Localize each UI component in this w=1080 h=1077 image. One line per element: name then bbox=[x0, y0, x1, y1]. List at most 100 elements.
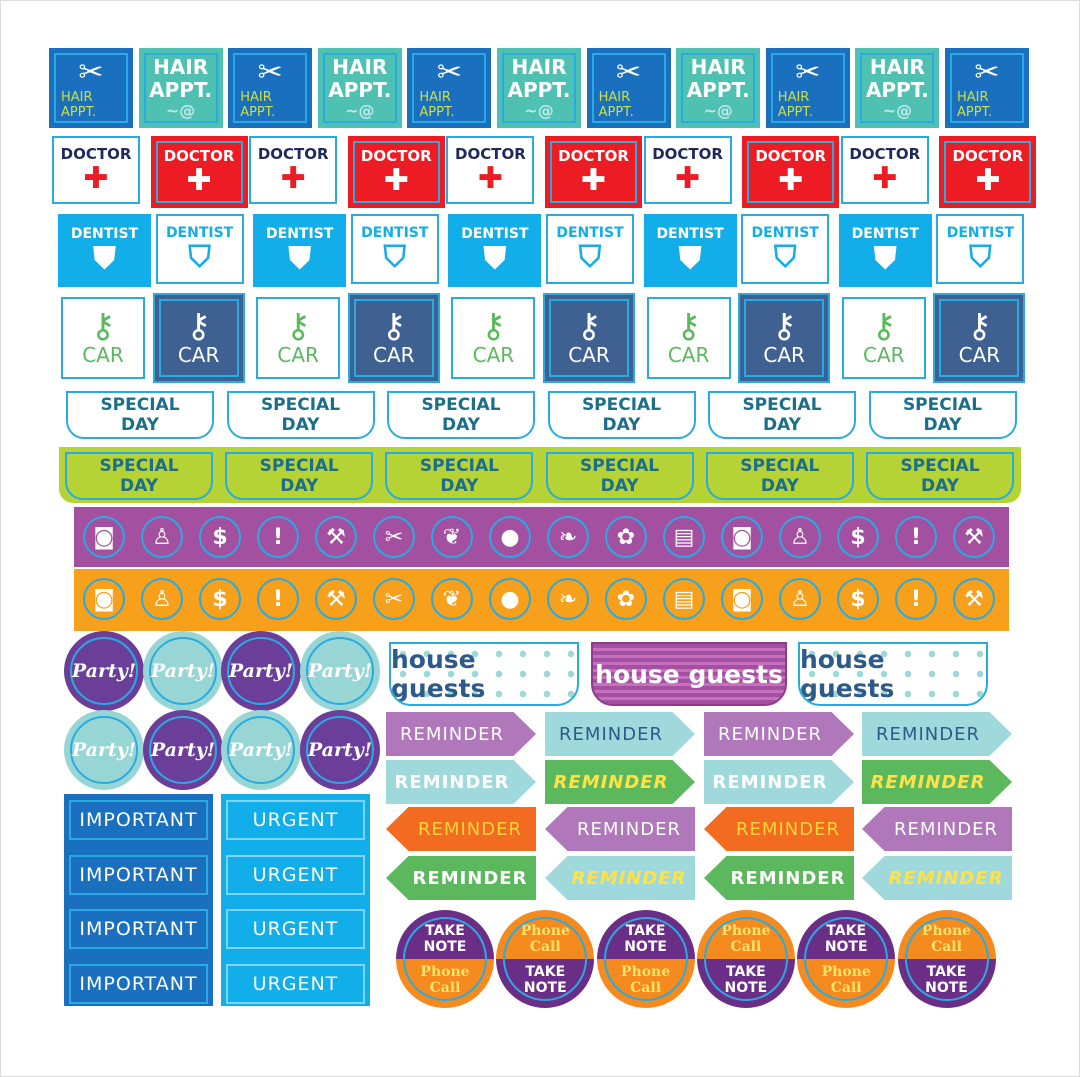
medical-cross-icon: ✚ bbox=[778, 163, 804, 199]
medical-cross-icon: ✚ bbox=[186, 163, 212, 199]
reminder-sticker: REMINDER bbox=[545, 807, 695, 851]
sticker-label: Party! bbox=[150, 739, 216, 761]
sticker-label: DOCTOR bbox=[163, 147, 235, 166]
money-icon: $ bbox=[850, 524, 866, 550]
special-day-sticker: SPECIAL DAY bbox=[65, 452, 213, 500]
sticker-border bbox=[503, 917, 588, 1001]
sticker-label: DAY bbox=[602, 415, 641, 435]
key-icon: ⚷ bbox=[381, 305, 407, 346]
icon-sticker: ♙ bbox=[141, 578, 183, 620]
sticker-label: Party! bbox=[228, 660, 294, 682]
sticker-label: HAIR bbox=[240, 90, 272, 105]
sticker-label: APPT. bbox=[598, 105, 634, 120]
take-note-phone-call-sticker: Phone Call TAKE NOTE bbox=[897, 910, 996, 1008]
sticker-label: APPT. bbox=[240, 105, 276, 120]
dentist-sticker: DENTIST ⛉ bbox=[546, 214, 634, 284]
hair-appt-sticker: HAIR APPT. ~@ bbox=[138, 48, 223, 128]
sticker-label: DOCTOR bbox=[455, 145, 526, 164]
special-day-text: SPECIAL DAY bbox=[261, 395, 340, 435]
money-icon: $ bbox=[212, 586, 228, 612]
special-day-text: SPECIAL DAY bbox=[900, 456, 979, 496]
sticker-label: IMPORTANT bbox=[79, 918, 198, 940]
special-day-sticker: SPECIAL DAY bbox=[547, 391, 696, 439]
sticker-label: APPT. bbox=[328, 78, 392, 102]
paw-icon: ❦ bbox=[442, 524, 462, 550]
hair-appt-sticker: ✂ HAIR APPT. bbox=[407, 48, 492, 128]
special-day-sticker: SPECIAL DAY bbox=[705, 452, 854, 500]
icon-sticker: $ bbox=[837, 578, 879, 620]
sticker-label: IMPORTANT bbox=[79, 972, 198, 995]
sticker-label: DOCTOR bbox=[849, 145, 921, 164]
sticker-label: IMPORTANT bbox=[79, 809, 198, 831]
sticker-label: DAY bbox=[921, 476, 959, 496]
exclamation-icon: ! bbox=[272, 524, 284, 550]
sticker-label: HAIR bbox=[690, 55, 746, 79]
sticker-label: DAY bbox=[440, 476, 479, 496]
meditation-icon: ♙ bbox=[152, 586, 172, 612]
sticker-label: Party! bbox=[307, 739, 373, 761]
sticker-label: DAY bbox=[923, 415, 962, 435]
reminder-sticker: REMINDER bbox=[862, 807, 1012, 851]
icon-sticker: ◙ bbox=[83, 516, 125, 558]
icon-sticker: ✂ bbox=[373, 516, 415, 558]
car-sticker: ⚷ CAR bbox=[543, 293, 635, 383]
icon-sticker: ❦ bbox=[431, 516, 473, 558]
icon-sticker: ! bbox=[257, 516, 299, 558]
sticker-label: DAY bbox=[121, 415, 159, 435]
sticker-label: CAR bbox=[958, 343, 1001, 368]
sticker-label: SPECIAL bbox=[260, 395, 341, 415]
sticker-label: CAR bbox=[568, 343, 610, 368]
meditation-icon: ♙ bbox=[152, 524, 172, 550]
sticker-label: SPECIAL bbox=[580, 456, 660, 476]
medical-cross-icon: ✚ bbox=[383, 163, 409, 199]
hair-appt-sticker: ✂ HAIR APPT. bbox=[586, 48, 671, 128]
sticker-label: DENTIST bbox=[70, 226, 139, 243]
sticker-label: DOCTOR bbox=[60, 145, 132, 164]
tooth-icon: ⛊ bbox=[93, 241, 116, 277]
sticker-label: CAR bbox=[472, 343, 515, 368]
sticker-label: house guests bbox=[800, 645, 895, 703]
sticker-label: REMINDER bbox=[870, 771, 986, 793]
sticker-label: SPECIAL bbox=[259, 456, 339, 476]
party-sticker: Party! bbox=[64, 710, 144, 790]
swirl-icon: ~@ bbox=[703, 101, 733, 120]
sticker-label: HAIR bbox=[777, 90, 810, 105]
key-icon: ⚷ bbox=[576, 305, 602, 346]
car-sticker: ⚷ CAR bbox=[451, 297, 536, 379]
sticker-label: REMINDER bbox=[418, 818, 522, 840]
sticker-label: HAIR bbox=[598, 90, 631, 105]
comb-scissors-icon: ✂ bbox=[384, 586, 404, 612]
sticker-label: DAY bbox=[600, 476, 639, 496]
sticker-border bbox=[403, 917, 487, 1001]
dentist-sticker: DENTIST ⛉ bbox=[741, 214, 830, 284]
medical-cross-icon: ✚ bbox=[675, 161, 701, 197]
car-sticker: ⚷ CAR bbox=[738, 293, 831, 383]
party-sticker: Party! bbox=[300, 710, 380, 790]
sticker-border bbox=[149, 637, 217, 705]
money-icon: $ bbox=[212, 524, 228, 550]
special-day-text: SPECIAL DAY bbox=[903, 395, 982, 435]
speech-bubble-icon: ● bbox=[500, 524, 520, 550]
flower-icon: ✿ bbox=[616, 524, 636, 550]
dentist-sticker: DENTIST ⛊ bbox=[643, 214, 737, 287]
icon-sticker: ◙ bbox=[721, 516, 763, 558]
sticker-label: CAR bbox=[177, 343, 220, 368]
sticker-label: DAY bbox=[280, 476, 319, 496]
icon-sticker: ✂ bbox=[373, 578, 415, 620]
book-icon: ▤ bbox=[673, 586, 695, 612]
special-day-sticker: SPECIAL DAY bbox=[385, 452, 534, 500]
special-day-sticker: SPECIAL DAY bbox=[226, 391, 375, 439]
doctor-sticker: DOCTOR ✚ bbox=[347, 136, 445, 208]
sticker-label: APPT. bbox=[419, 105, 455, 120]
meditation-icon: ♙ bbox=[790, 524, 810, 550]
special-day-text: SPECIAL DAY bbox=[421, 395, 500, 435]
car-sticker: ⚷ CAR bbox=[61, 297, 145, 379]
sticker-label: SPECIAL bbox=[740, 456, 820, 476]
sticker-label: REMINDER bbox=[888, 867, 1004, 889]
reminder-sticker: REMINDER bbox=[862, 712, 1012, 756]
reminder-sticker: REMINDER bbox=[862, 760, 1012, 804]
medical-cross-icon: ✚ bbox=[872, 161, 898, 197]
sticker-label: APPT. bbox=[61, 105, 97, 120]
exclamation-icon: ! bbox=[910, 586, 922, 612]
party-sticker: Party! bbox=[143, 631, 223, 711]
